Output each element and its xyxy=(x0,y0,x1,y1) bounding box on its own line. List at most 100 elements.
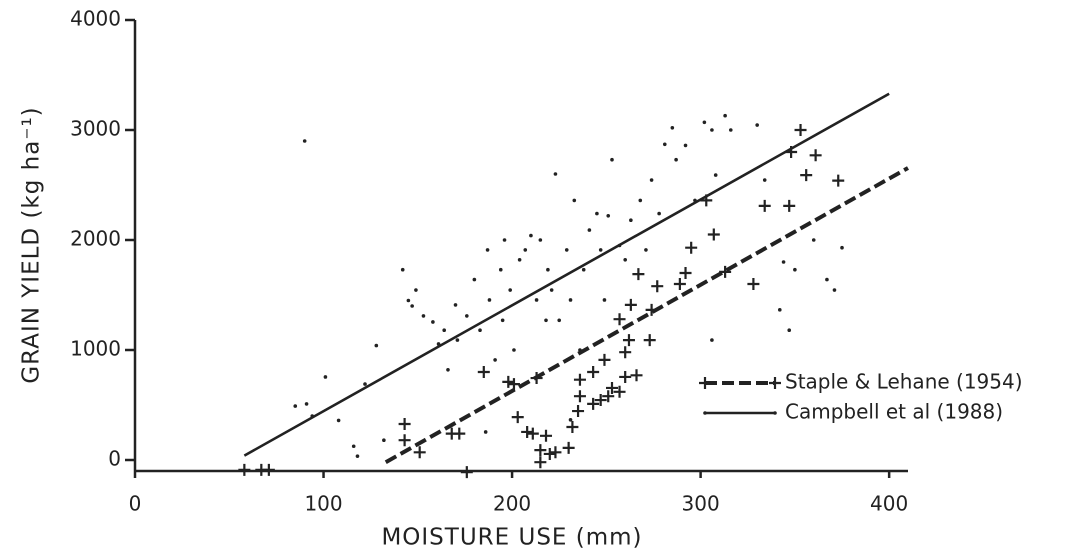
dot-point xyxy=(755,123,759,127)
legend-marker xyxy=(699,377,711,389)
legend-marker xyxy=(773,411,777,415)
cross-point xyxy=(651,280,664,293)
cross-point xyxy=(587,397,600,410)
dot-point xyxy=(657,211,661,216)
dot-point xyxy=(465,314,469,318)
dot-point xyxy=(638,198,643,203)
dot-point xyxy=(323,375,328,379)
dot-point xyxy=(485,248,490,252)
x-tick-label: 0 xyxy=(129,492,142,516)
dot-point xyxy=(453,303,458,307)
cross-point xyxy=(643,334,656,347)
dot-point xyxy=(644,248,648,252)
x-tick-label: 300 xyxy=(682,492,720,516)
dot-point xyxy=(595,211,599,216)
cross-point xyxy=(413,446,426,459)
dot-point xyxy=(728,128,733,132)
dot-point xyxy=(544,318,548,323)
cross-point xyxy=(630,369,643,382)
dot-point xyxy=(549,288,554,292)
dot-point xyxy=(683,143,688,148)
dot-point xyxy=(649,178,654,182)
dot-point xyxy=(442,328,447,333)
cross-point xyxy=(679,267,692,279)
cross-point xyxy=(562,441,575,454)
dot-point xyxy=(811,238,816,242)
cross-point xyxy=(460,466,473,479)
dot-point xyxy=(762,178,767,182)
cross-point xyxy=(549,446,562,459)
cross-point xyxy=(530,372,543,385)
dot-point xyxy=(310,414,315,418)
cross-point xyxy=(602,390,615,403)
cross-point xyxy=(619,370,632,383)
cross-point xyxy=(673,278,686,290)
y-tick-label: 3000 xyxy=(70,117,121,141)
dot-point xyxy=(414,288,418,292)
dot-point xyxy=(662,142,667,147)
legend-marker xyxy=(703,411,707,415)
dot-point xyxy=(487,298,492,302)
dot-point xyxy=(598,248,603,252)
dot-point xyxy=(523,248,528,252)
cross-point xyxy=(572,405,585,418)
dot-point xyxy=(355,454,360,458)
dot-point xyxy=(572,198,577,203)
dot-point xyxy=(713,173,718,177)
cross-point xyxy=(598,353,611,366)
y-tick-label: 4000 xyxy=(70,7,121,31)
dot-point xyxy=(455,338,460,342)
y-tick-label: 0 xyxy=(108,447,121,471)
cross-point xyxy=(605,381,618,394)
dot-point xyxy=(587,228,592,232)
cross-point xyxy=(502,375,515,388)
cross-point xyxy=(624,298,637,311)
cross-point xyxy=(783,199,796,212)
dot-point xyxy=(777,308,782,312)
cross-point xyxy=(511,411,524,424)
dot-point xyxy=(557,318,562,323)
dot-point xyxy=(674,157,678,162)
dot-point xyxy=(302,139,307,143)
cross-point xyxy=(398,434,411,447)
cross-point xyxy=(809,149,822,162)
cross-point xyxy=(534,456,547,469)
dot-point xyxy=(400,267,405,272)
legend-marker xyxy=(769,377,781,389)
dot-point xyxy=(293,404,298,408)
cross-point xyxy=(453,427,466,440)
dot-point xyxy=(529,233,533,238)
dot-point xyxy=(710,338,714,342)
dot-point xyxy=(840,245,844,250)
dot-point xyxy=(670,126,675,130)
dot-point xyxy=(517,258,522,262)
dot-point xyxy=(629,218,633,222)
dot-point xyxy=(500,318,505,323)
dot-point xyxy=(336,418,341,423)
dot-point xyxy=(502,238,507,242)
dot-point xyxy=(493,358,497,362)
cross-point xyxy=(573,390,586,403)
cross-point xyxy=(587,366,600,378)
dot-point xyxy=(410,304,414,308)
cross-point xyxy=(573,373,586,386)
cross-point xyxy=(477,366,490,378)
dot-point xyxy=(564,248,569,252)
dot-point xyxy=(498,267,503,272)
cross-point xyxy=(794,124,807,136)
cross-point xyxy=(685,241,698,254)
y-tick-label: 2000 xyxy=(70,227,121,251)
cross-point xyxy=(758,199,771,212)
dot-point xyxy=(421,314,426,318)
dot-point xyxy=(693,198,697,203)
dot-point xyxy=(508,288,512,292)
x-tick-label: 400 xyxy=(870,492,908,516)
dot-point xyxy=(617,243,622,248)
dot-point xyxy=(483,430,488,434)
dot-point xyxy=(446,368,450,372)
dot-point xyxy=(382,438,386,443)
cross-point xyxy=(262,463,275,476)
x-axis-label: MOISTURE USE (mm) xyxy=(381,525,642,550)
cross-point xyxy=(521,425,534,438)
